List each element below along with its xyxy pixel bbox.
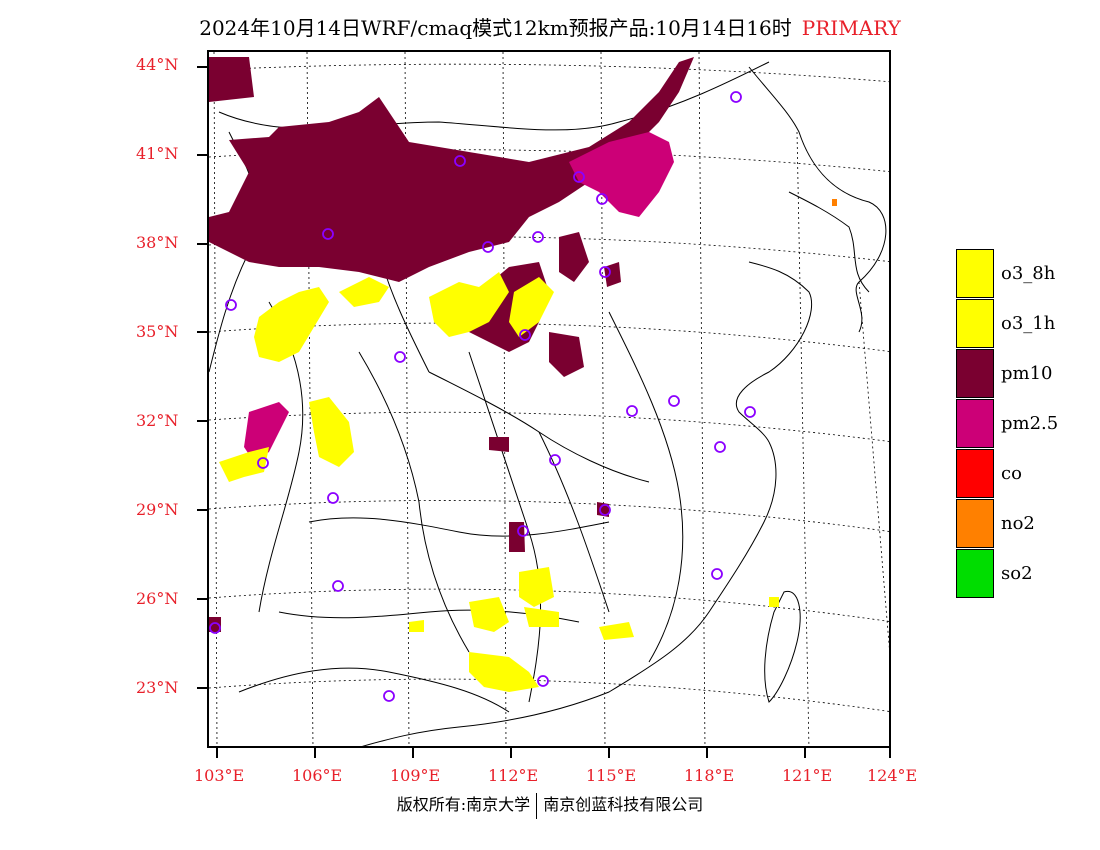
lon-label-106: 106°E (292, 766, 343, 785)
lon-tick (706, 748, 708, 758)
lat-label-23: 23°N (136, 678, 179, 697)
lon-label-112: 112°E (488, 766, 539, 785)
legend-item-co: co (956, 449, 1096, 499)
lat-label-38: 38°N (136, 233, 179, 252)
map-frame (207, 50, 891, 748)
lat-label-32: 32°N (136, 411, 179, 430)
legend-label: o3_8h (1001, 263, 1056, 284)
lat-label-35: 35°N (136, 322, 179, 341)
lon-tick (804, 748, 806, 758)
lon-label-115: 115°E (586, 766, 637, 785)
footer-copyright: 版权所有:南京大学 南京创蓝科技有限公司 (0, 791, 1100, 819)
legend-label: co (1001, 463, 1022, 484)
legend-swatch (956, 549, 994, 598)
lon-label-118: 118°E (684, 766, 735, 785)
lat-tick (197, 66, 207, 68)
lat-label-29: 29°N (136, 500, 179, 519)
legend-label: so2 (1001, 563, 1033, 584)
legend-item-pm25: pm2.5 (956, 399, 1096, 449)
map-canvas (209, 52, 889, 746)
legend-label: pm10 (1001, 363, 1053, 384)
lat-tick (197, 687, 207, 689)
lon-tick (314, 748, 316, 758)
footer-separator (536, 792, 538, 819)
legend: o3_8h o3_1h pm10 pm2.5 co no2 so2 (956, 249, 1096, 599)
lon-label-121: 121°E (782, 766, 833, 785)
title-main: 2024年10月14日WRF/cmaq模式12km预报产品:10月14日16时 (199, 16, 792, 40)
footer-right: 南京创蓝科技有限公司 (543, 795, 704, 814)
legend-item-o3-1h: o3_1h (956, 299, 1096, 349)
lat-label-26: 26°N (136, 589, 179, 608)
lon-label-109: 109°E (390, 766, 441, 785)
taiwan-outline (764, 590, 801, 703)
lat-tick (197, 509, 207, 511)
lat-tick (197, 420, 207, 422)
legend-item-no2: no2 (956, 499, 1096, 549)
lon-label-103: 103°E (194, 766, 245, 785)
lat-tick (197, 331, 207, 333)
ne-coast (788, 191, 870, 293)
lat-tick (197, 243, 207, 245)
legend-label: o3_1h (1001, 313, 1056, 334)
lat-label-44: 44°N (136, 55, 179, 74)
lon-tick (412, 748, 414, 758)
legend-swatch (956, 299, 994, 348)
lat-tick (197, 154, 207, 156)
legend-item-o3-8h: o3_8h (956, 249, 1096, 299)
lon-tick (889, 748, 891, 758)
lat-tick (197, 598, 207, 600)
no2-speck (832, 199, 837, 206)
legend-item-so2: so2 (956, 549, 1096, 599)
legend-swatch (956, 449, 994, 498)
lon-tick (510, 748, 512, 758)
lon-tick (608, 748, 610, 758)
legend-swatch (956, 349, 994, 398)
legend-swatch (956, 499, 994, 548)
lat-label-41: 41°N (136, 144, 179, 163)
map-title: 2024年10月14日WRF/cmaq模式12km预报产品:10月14日16时 P… (0, 12, 1100, 41)
legend-item-pm10: pm10 (956, 349, 1096, 399)
legend-swatch (956, 399, 994, 448)
legend-label: no2 (1001, 513, 1035, 534)
lon-tick (216, 748, 218, 758)
lon-label-124: 124°E (867, 766, 918, 785)
footer-left: 版权所有:南京大学 (396, 795, 531, 814)
legend-label: pm2.5 (1001, 413, 1059, 434)
o3-region (219, 272, 779, 692)
legend-swatch (956, 249, 994, 298)
station-markers (209, 91, 756, 702)
title-primary: PRIMARY (801, 16, 901, 40)
